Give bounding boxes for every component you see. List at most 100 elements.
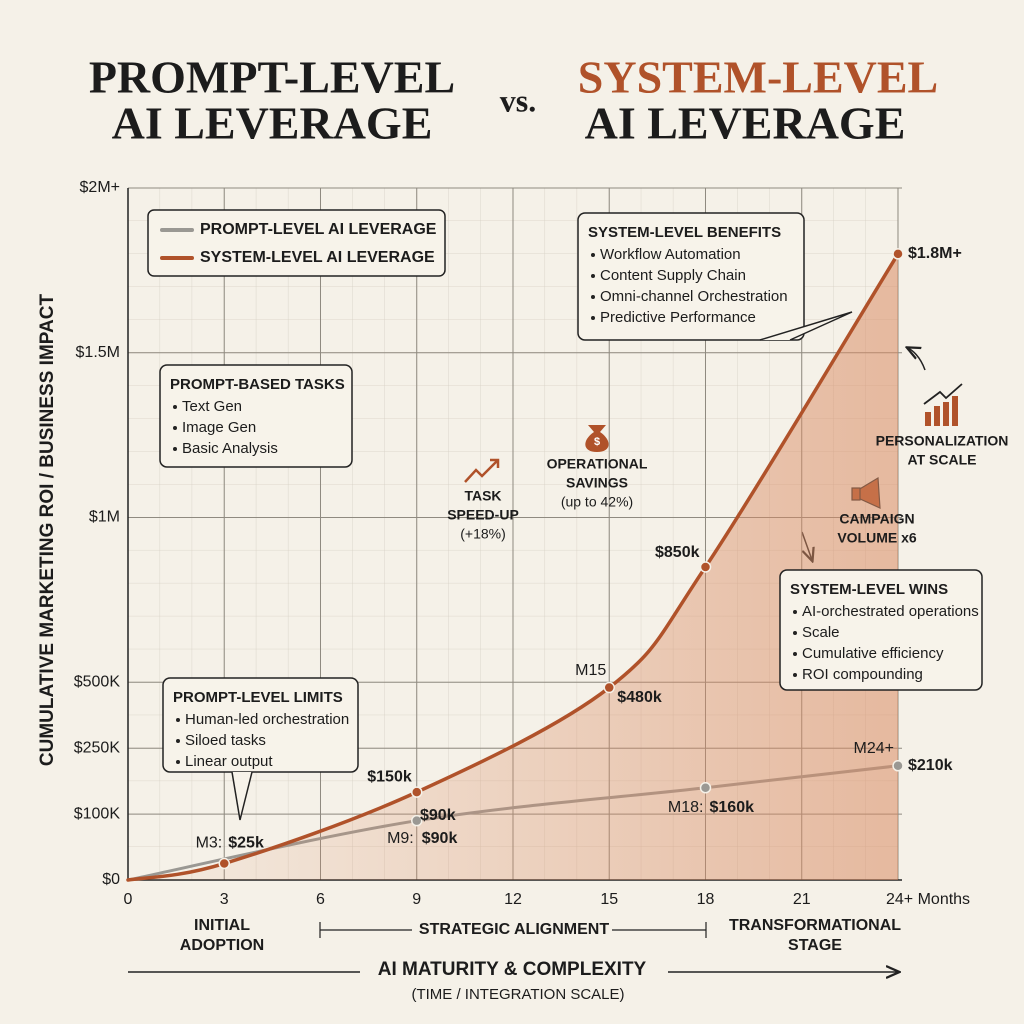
box-item: Human-led orchestration (185, 711, 349, 728)
bullet (176, 760, 180, 764)
area (128, 253, 898, 880)
point-tag: M3: (196, 835, 223, 852)
box-title: SYSTEM-LEVEL BENEFITS (588, 224, 781, 241)
data-point (699, 781, 712, 794)
bullet (173, 447, 177, 451)
series-line (126, 252, 900, 882)
bullet (591, 316, 595, 320)
data-label: $850k (655, 544, 700, 561)
bullet (176, 739, 180, 743)
y-tick-label: $2M+ (80, 179, 120, 196)
callout: PERSONALIZATION (876, 433, 1009, 449)
svg-text:$: $ (594, 436, 600, 448)
box-item: Scale (802, 624, 840, 641)
x-axis-sublabel: (TIME / INTEGRATION SCALE) (411, 986, 624, 1003)
box-item: Image Gen (182, 419, 256, 436)
callout: AT SCALE (908, 452, 977, 468)
box-frame (162, 677, 359, 773)
box-item: Siloed tasks (185, 732, 266, 749)
bullet (591, 295, 595, 299)
point-tag: M15 (575, 662, 606, 679)
data-label: $480k (617, 689, 662, 706)
bullet (173, 426, 177, 430)
callout: (up to 42%) (561, 494, 633, 510)
box-item: Basic Analysis (182, 440, 278, 457)
box-frame (577, 212, 805, 341)
y-axis-label: CUMULATIVE MARKETING ROI / BUSINESS IMPA… (37, 294, 58, 767)
box-frame (159, 364, 353, 468)
info-box: PROMPT-BASED TASKS Text Gen Image Gen Basic… (159, 364, 353, 468)
icon-trend (464, 458, 500, 483)
data-label: $90k (422, 830, 458, 847)
icon-bar-chart (923, 383, 963, 426)
legend-box (147, 209, 446, 277)
bullet (793, 610, 797, 614)
callout: (+18%) (460, 526, 506, 542)
data-label: $160k (710, 799, 755, 816)
legend-label: PROMPT-LEVEL AI LEVERAGE (200, 221, 437, 238)
legend-label: SYSTEM-LEVEL AI LEVERAGE (200, 249, 435, 266)
data-point (411, 814, 423, 827)
title-right: AI LEVERAGE (585, 98, 906, 149)
info-box: PROMPT-LEVEL LIMITS Human-led orchestrati… (162, 677, 359, 821)
data-point (411, 786, 423, 798)
box-item: Predictive Performance (600, 309, 756, 326)
point-tag: M9: (387, 830, 414, 847)
box-item: ROI compounding (802, 666, 923, 683)
x-tick-label: 9 (412, 891, 421, 908)
data-point (699, 561, 712, 573)
bullet (793, 673, 797, 677)
callout: VOLUME x6 (837, 530, 917, 546)
box-item: Linear output (185, 753, 273, 770)
box-item: Cumulative efficiency (802, 645, 944, 662)
point-tag: M18: (668, 799, 704, 816)
x-tick-label: 15 (600, 891, 618, 908)
callout: SAVINGS (566, 475, 628, 491)
x-tick-label: 21 (793, 891, 811, 908)
data-label: $1.8M+ (908, 245, 962, 262)
info-box: SYSTEM-LEVEL BENEFITS Workflow Automation… (577, 212, 853, 341)
annotation: $90k (420, 807, 456, 824)
y-tick-label: $1.5M (76, 344, 120, 361)
y-tick-label: $100K (74, 805, 121, 822)
bullet (591, 253, 595, 257)
box-frame (779, 569, 983, 691)
callout: SPEED-UP (447, 507, 519, 523)
data-point (892, 248, 904, 260)
data-point (218, 857, 230, 870)
data-label: $25k (228, 835, 264, 852)
x-tick-label: 0 (124, 891, 133, 908)
x-tick-label: 12 (504, 891, 522, 908)
x-tick-label: 3 (220, 891, 229, 908)
box-item: Content Supply Chain (600, 267, 746, 284)
point-tag: M24+ (854, 740, 894, 757)
box-item: Text Gen (182, 398, 242, 415)
box-title: PROMPT-LEVEL LIMITS (173, 689, 343, 706)
box-item: Omni-channel Orchestration (600, 288, 788, 305)
y-tick-label: $250K (74, 739, 121, 756)
icon-money-bag: $ (585, 425, 609, 452)
stage-bracket (319, 922, 707, 938)
box-item: AI-orchestrated operations (802, 603, 979, 620)
x-axis-label: AI MATURITY & COMPLEXITY (378, 959, 647, 980)
legend: PROMPT-LEVEL AI LEVERAGE SYSTEM-LEVEL AI … (147, 209, 446, 277)
data-label: $210k (908, 757, 953, 774)
stage-label: STAGE (788, 937, 842, 954)
bullet (793, 652, 797, 656)
icon-arrow (908, 348, 926, 371)
callout: TASK (464, 488, 501, 504)
callout: CAMPAIGN (839, 511, 914, 527)
stage-label: STRATEGIC ALIGNMENT (419, 921, 609, 938)
box-title: PROMPT-BASED TASKS (170, 376, 345, 393)
info-box: SYSTEM-LEVEL WINS AI-orchestrated operati… (779, 569, 983, 691)
stage-label: INITIAL (194, 917, 250, 934)
title-left: AI LEVERAGE (112, 98, 433, 149)
data-label: $150k (367, 768, 412, 785)
box-tail (759, 311, 853, 341)
stage-label: TRANSFORMATIONAL (729, 917, 901, 934)
title-connector: vs. (500, 82, 536, 118)
x-tick-label: 18 (697, 891, 715, 908)
box-tail (231, 771, 253, 821)
y-tick-label: $0 (102, 871, 120, 888)
